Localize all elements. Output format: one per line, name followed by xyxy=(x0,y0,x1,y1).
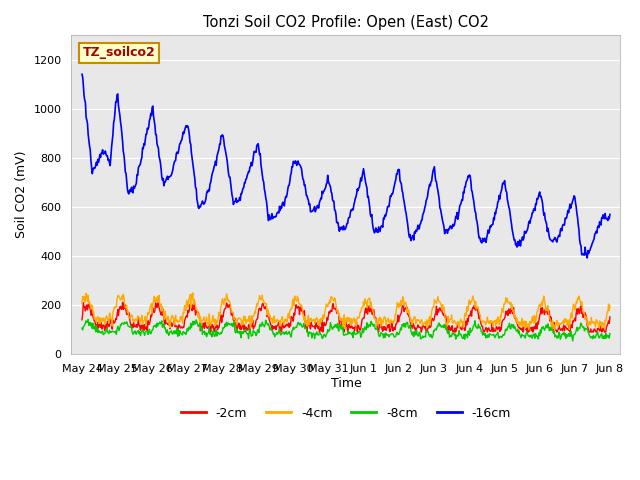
Title: Tonzi Soil CO2 Profile: Open (East) CO2: Tonzi Soil CO2 Profile: Open (East) CO2 xyxy=(203,15,489,30)
Legend: -2cm, -4cm, -8cm, -16cm: -2cm, -4cm, -8cm, -16cm xyxy=(176,402,516,425)
Y-axis label: Soil CO2 (mV): Soil CO2 (mV) xyxy=(15,151,28,239)
X-axis label: Time: Time xyxy=(331,377,362,390)
Text: TZ_soilco2: TZ_soilco2 xyxy=(83,47,155,60)
